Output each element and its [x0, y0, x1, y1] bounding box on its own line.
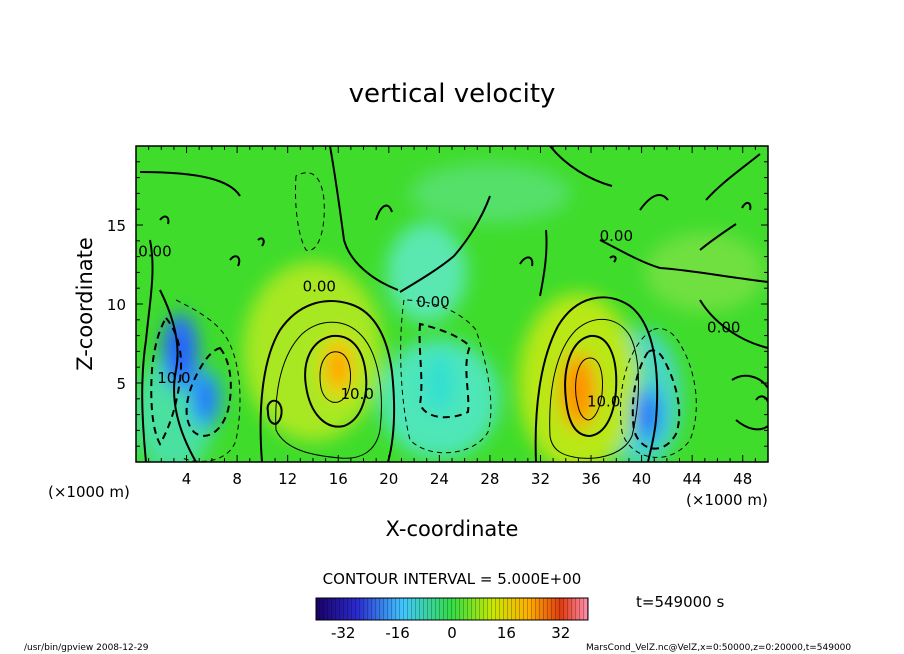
- y-tick-label: 10: [107, 296, 126, 314]
- contour-labels: 0.00 0.00 0.00 0.00 0.00 10.0 10.0 10.0: [138, 227, 740, 411]
- field-core-downdraft: [197, 378, 214, 419]
- colorbar-frame: [315, 597, 589, 621]
- contour-lines: [139, 146, 768, 462]
- y-axis-label: Z-coordinate: [73, 237, 97, 371]
- plot-area: 0.00 0.00 0.00 0.00 0.00 10.0 10.0 10.0: [136, 146, 768, 462]
- x-tick-label: 16: [329, 470, 348, 488]
- contour-label: 0.00: [303, 277, 336, 295]
- y-tick-label: 5: [116, 375, 126, 393]
- x-unit-left: (×1000 m): [48, 483, 130, 501]
- colorbar-tick-label: -16: [385, 624, 410, 642]
- footer-right: MarsCond_VelZ.nc@VelZ,x=0:50000,z=0:2000…: [586, 643, 851, 653]
- x-tick-label: 4: [182, 470, 192, 488]
- chart-title: vertical velocity: [349, 79, 556, 109]
- x-tick-label: 24: [430, 470, 449, 488]
- footer-left: /usr/bin/gpview 2008-12-29: [24, 643, 149, 653]
- colorbar-tick-label: 16: [497, 624, 516, 642]
- contour-label: 10.0: [340, 385, 373, 403]
- contour-label: 10.0: [587, 393, 620, 411]
- x-tick-label: 44: [683, 470, 702, 488]
- colorbar-tick-label: 32: [551, 624, 570, 642]
- x-tick-label: 12: [278, 470, 297, 488]
- shade-region: [242, 261, 383, 442]
- colorbar-tick-label: -32: [331, 624, 356, 642]
- x-tick-label: 48: [733, 470, 752, 488]
- field-core-updraft: [330, 347, 347, 388]
- x-tick-label: 32: [531, 470, 550, 488]
- contour-label: 0.00: [600, 227, 633, 245]
- colorbar-bins: [316, 598, 588, 620]
- x-tick-label: 28: [480, 470, 499, 488]
- contour-label: 0.00: [707, 318, 740, 336]
- x-tick-labels: 4 8 12 16 20 24 28 32 36 40 44 48: [182, 470, 752, 488]
- shade-region: [409, 163, 570, 224]
- contour-label: 0.00: [416, 293, 449, 311]
- contour-label: 10.0: [157, 369, 190, 387]
- y-tick-labels: 5 10 15: [107, 217, 126, 393]
- x-tick-label: 40: [632, 470, 651, 488]
- time-label: t=549000 s: [636, 593, 724, 611]
- x-tick-label: 8: [232, 470, 242, 488]
- contour-label: 0.00: [138, 243, 171, 261]
- axis-ticks: [136, 146, 768, 462]
- field-core-updraft: [570, 370, 587, 411]
- x-axis-label: X-coordinate: [386, 517, 519, 541]
- shade-region: [386, 222, 467, 323]
- x-unit-right: (×1000 m): [686, 491, 768, 509]
- contour-interval-label: CONTOUR INTERVAL = 5.000E+00: [323, 570, 582, 588]
- field-core-downdraft: [639, 394, 656, 435]
- colorbar-tick-labels: -32 -16 0 16 32: [331, 624, 570, 642]
- field-feature-downdraft: [423, 353, 456, 413]
- x-tick-label: 20: [379, 470, 398, 488]
- x-tick-label: 36: [581, 470, 600, 488]
- colorbar-tick-label: 0: [447, 624, 457, 642]
- y-tick-label: 15: [107, 217, 126, 235]
